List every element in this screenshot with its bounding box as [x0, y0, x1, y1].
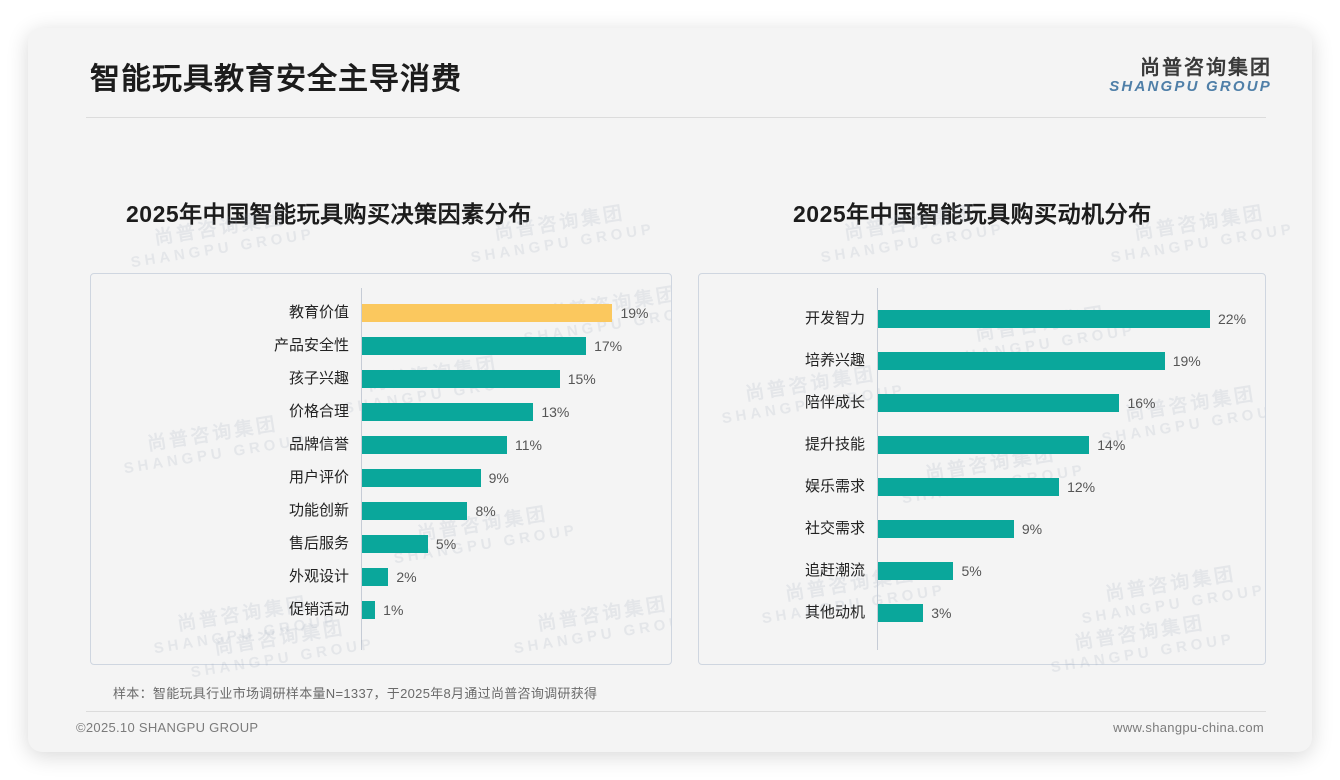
bar-category-label: 孩子兴趣: [288, 370, 349, 387]
sample-footnote: 样本：智能玩具行业市场调研样本量N=1337，于2025年8月通过尚普咨询调研获…: [113, 686, 598, 701]
bar-category-label: 教育价值: [288, 304, 349, 321]
bar-category-label: 用户评价: [288, 469, 349, 486]
bar-category-label: 其他动机: [804, 604, 865, 621]
bar[interactable]: [362, 370, 560, 388]
bar-value-label: 8%: [475, 503, 496, 519]
bar[interactable]: [362, 502, 468, 520]
bar-category-label: 提升技能: [804, 436, 865, 453]
bar-category-label: 社交需求: [804, 520, 865, 537]
bar[interactable]: [362, 337, 587, 355]
footer-website[interactable]: www.shangpu-china.com: [1113, 720, 1264, 735]
bar-value-label: 22%: [1218, 311, 1247, 327]
plot-area-right: 开发智力 22% 培养兴趣 19% 陪伴成长 16% 提升技能 14% 娱乐需求 12% 社交需求 9…: [699, 274, 1265, 664]
bar[interactable]: [878, 604, 924, 622]
bar-value-label: 11%: [515, 437, 542, 453]
bar-category-label: 开发智力: [804, 310, 865, 327]
bar-category-label: 培养兴趣: [804, 352, 865, 369]
bar-value-label: 19%: [620, 305, 649, 321]
bar-value-label: 19%: [1172, 353, 1201, 369]
bar-category-label: 价格合理: [288, 403, 349, 420]
bar[interactable]: [362, 535, 428, 553]
footer-divider: [86, 711, 1266, 712]
bar-category-label: 追赶潮流: [804, 562, 865, 579]
page-title: 智能玩具教育安全主导消费: [90, 63, 462, 96]
category-axis-line: [361, 288, 362, 650]
bar[interactable]: [362, 601, 376, 619]
brand-logo-en: SHANGPU GROUP: [1109, 78, 1272, 95]
bar-value-label: 15%: [567, 371, 596, 387]
bar-category-label: 售后服务: [288, 535, 349, 552]
bar-category-label: 陪伴成长: [804, 394, 865, 411]
bar-category-label: 促销活动: [288, 601, 349, 618]
bar[interactable]: [878, 352, 1165, 370]
slide-header: 智能玩具教育安全主导消费 尚普咨询集团 SHANGPU GROUP: [28, 28, 1312, 118]
bar-value-label: 2%: [396, 569, 417, 585]
bar[interactable]: [362, 304, 613, 322]
header-divider: [86, 117, 1266, 118]
chart-title-right: 2025年中国智能玩具购买动机分布: [793, 201, 1152, 227]
bar-value-label: 12%: [1067, 479, 1096, 495]
chart-title-left: 2025年中国智能玩具购买决策因素分布: [126, 201, 532, 227]
bar-value-label: 16%: [1127, 395, 1156, 411]
bar-value-label: 1%: [383, 602, 404, 618]
bar[interactable]: [878, 562, 954, 580]
bar[interactable]: [878, 394, 1120, 412]
bar[interactable]: [362, 469, 481, 487]
bar-category-label: 娱乐需求: [804, 478, 865, 495]
bar-category-label: 产品安全性: [273, 337, 349, 354]
bar[interactable]: [362, 436, 507, 454]
bar-value-label: 17%: [594, 338, 623, 354]
brand-logo-cn: 尚普咨询集团: [1140, 57, 1272, 79]
brand-logo: 尚普咨询集团 SHANGPU GROUP: [1109, 58, 1272, 95]
bar-category-label: 品牌信誉: [288, 436, 349, 453]
bar-value-label: 5%: [961, 563, 982, 579]
bar[interactable]: [362, 403, 534, 421]
bar[interactable]: [878, 310, 1210, 328]
bar-value-label: 5%: [435, 536, 457, 552]
bar[interactable]: [878, 520, 1014, 538]
bar-category-label: 功能创新: [288, 502, 349, 519]
category-axis-line: [877, 288, 878, 650]
slide-canvas: 智能玩具教育安全主导消费 尚普咨询集团 SHANGPU GROUP 2025年中…: [28, 28, 1312, 752]
footer-copyright: ©2025.10 SHANGPU GROUP: [76, 720, 259, 735]
bar-value-label: 9%: [488, 470, 509, 486]
bar[interactable]: [878, 478, 1060, 496]
plot-area-left: 教育价值 19% 产品安全性 17% 孩子兴趣 15% 价格合理 13% 品牌信誉 11% 用户评价…: [91, 274, 671, 664]
bar-value-label: 13%: [541, 404, 570, 420]
bar-value-label: 3%: [931, 605, 952, 621]
bar-value-label: 9%: [1021, 521, 1043, 537]
bar[interactable]: [362, 568, 389, 586]
bar-category-label: 外观设计: [288, 568, 349, 585]
watermark-en: SHANGPU GROUP: [129, 225, 317, 272]
bar-value-label: 14%: [1097, 437, 1126, 453]
bar[interactable]: [878, 436, 1090, 454]
